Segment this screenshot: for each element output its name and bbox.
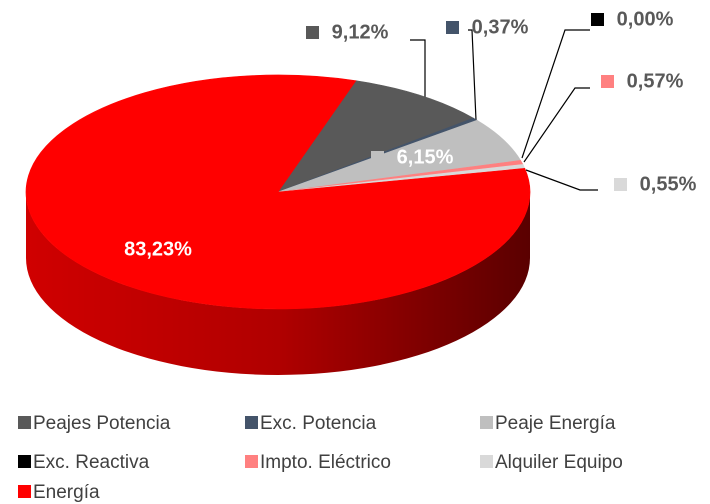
pie-slice xyxy=(277,80,475,193)
leader-lines xyxy=(410,29,598,191)
label-marker xyxy=(446,21,459,34)
data-label: 6,15% xyxy=(397,146,454,168)
legend-label: Peaje Energía xyxy=(495,413,616,434)
data-label: 0,37% xyxy=(472,16,529,38)
legend-swatch xyxy=(18,416,31,429)
legend-swatch xyxy=(245,455,258,468)
legend-label: Exc. Potencia xyxy=(260,413,377,434)
label-marker xyxy=(614,178,627,191)
label-marker xyxy=(306,26,319,39)
data-label: 0,55% xyxy=(640,173,697,195)
leader-line xyxy=(410,39,426,100)
pie-side xyxy=(26,192,530,375)
legend-label: Energía xyxy=(33,482,100,503)
legend-label: Impto. Eléctrico xyxy=(260,452,391,473)
pie-sides xyxy=(26,192,530,375)
leader-line xyxy=(525,169,598,191)
data-label: 0,57% xyxy=(627,70,684,92)
label-marker xyxy=(371,151,384,164)
data-label: 83,23% xyxy=(124,238,192,260)
legend-label: Alquiler Equipo xyxy=(495,452,623,473)
legend-swatch xyxy=(480,455,493,468)
legend-label: Peajes Potencia xyxy=(33,413,171,434)
legend-swatch xyxy=(480,416,493,429)
legend-swatch xyxy=(245,416,258,429)
data-label: 0,00% xyxy=(617,8,674,30)
label-marker xyxy=(591,13,604,26)
leader-line xyxy=(468,29,477,121)
leader-line xyxy=(521,29,590,159)
label-marker xyxy=(601,75,614,88)
legend-swatch xyxy=(18,485,31,498)
data-label: 9,12% xyxy=(332,21,389,43)
pie-slice xyxy=(25,74,531,310)
legend-swatch xyxy=(18,455,31,468)
legend-label: Exc. Reactiva xyxy=(33,452,150,473)
pie-tops xyxy=(25,74,531,310)
leader-line xyxy=(523,87,590,163)
